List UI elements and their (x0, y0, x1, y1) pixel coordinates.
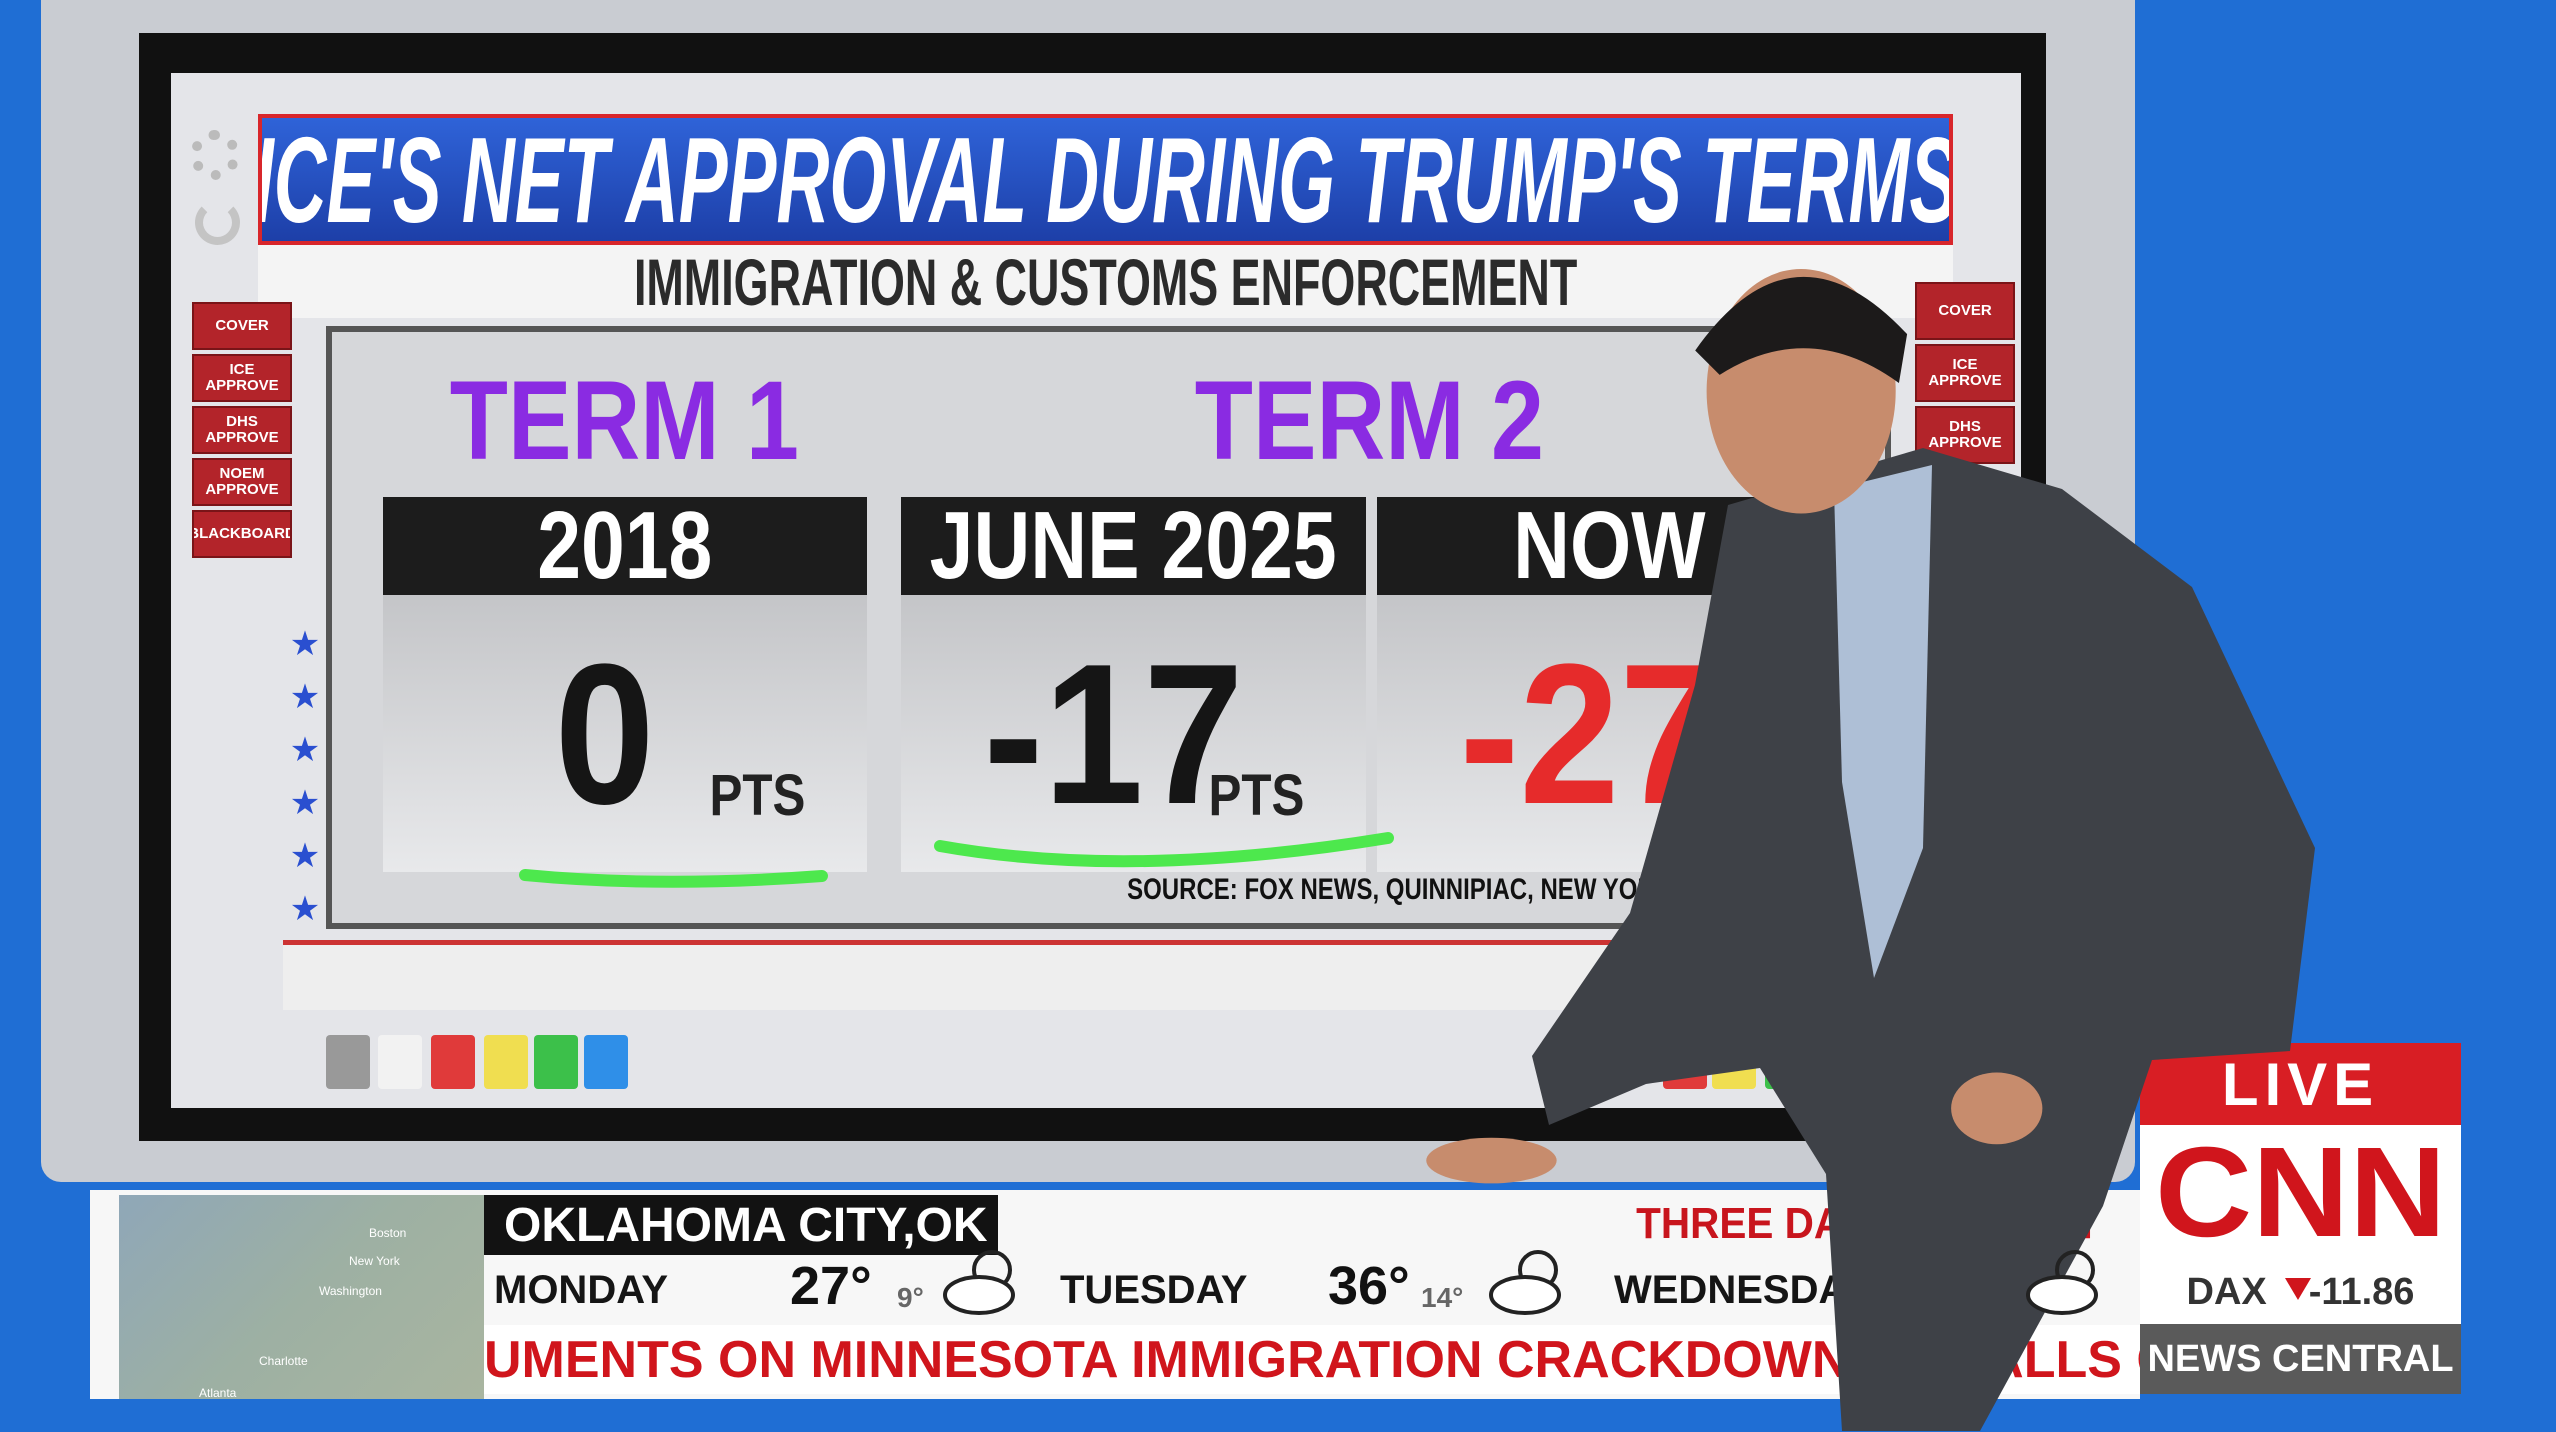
weather-cloud (943, 1275, 1015, 1315)
presenter-hand (1951, 1072, 2043, 1145)
term-label-text: TERM 2 (1194, 360, 1544, 480)
term-label: TERM 1 (364, 360, 884, 480)
side-menu-item: COVER (192, 302, 292, 350)
gear-icon (190, 130, 240, 180)
column-value-text: 0 (554, 623, 656, 846)
map-label: Washington (319, 1284, 382, 1298)
subtitle-bar-text: IMMIGRATION & CUSTOMS ENFORCEMENT (633, 245, 1578, 318)
star: ★ (290, 784, 320, 822)
forecast-low: 14° (1421, 1282, 1464, 1313)
map-label: Boston (369, 1226, 407, 1240)
column-header-text: JUNE 2025 (930, 497, 1337, 595)
star: ★ (290, 625, 320, 663)
forecast-high: 27° (790, 1256, 872, 1316)
forecast-day: MONDAY (494, 1267, 669, 1312)
column-unit: PTS (1166, 755, 1346, 835)
term-label: TERM 2 (1109, 360, 1629, 480)
star: ★ (290, 837, 320, 875)
refresh-icon (195, 200, 240, 245)
map-label: Charlotte (259, 1354, 308, 1368)
logo-box: CNN (2140, 1125, 2461, 1260)
weather-map: Boston New York Washington Charlotte Atlanta (119, 1195, 484, 1399)
color-swatch (431, 1035, 475, 1089)
forecast-day: WEDNESDAY (1614, 1267, 1864, 1312)
term-label-text: TERM 1 (449, 360, 799, 480)
column-value-text: -17 (983, 623, 1244, 846)
program-box: NEWS CENTRAL (2140, 1324, 2461, 1394)
market-change: -11.86 (2308, 1270, 2415, 1313)
column-value: 0 (383, 610, 827, 860)
star: ★ (290, 731, 320, 769)
column-header-text: NOW (1513, 497, 1706, 595)
presenter-shirt (1834, 465, 1932, 978)
side-menu-item: ICE APPROVE (1915, 344, 2015, 402)
map-label: New York (349, 1254, 400, 1268)
marker-underline (934, 832, 1394, 868)
title-banner: ICE'S NET APPROVAL DURING TRUMP'S TERMS (258, 114, 1953, 245)
side-menu-item: NOEM APPROVE (192, 458, 292, 506)
weather-cloud (1489, 1275, 1561, 1315)
column-value: -17 (901, 610, 1326, 860)
map-label: Atlanta (199, 1386, 237, 1399)
forecast-high: 36° (1328, 1256, 1410, 1316)
column-header: JUNE 2025 (901, 497, 1366, 595)
forecast-low: 9° (897, 1282, 924, 1313)
column-unit-text: PTS (709, 762, 805, 828)
column-body: -17 PTS (901, 595, 1366, 872)
location-box: OKLAHOMA CITY,OK (484, 1195, 998, 1255)
subtitle-bar: IMMIGRATION & CUSTOMS ENFORCEMENT (258, 245, 1953, 318)
forecast-day: TUESDAY (1060, 1267, 1248, 1312)
color-swatch (484, 1035, 528, 1089)
presenter-suit (1532, 448, 2315, 1431)
market-name: DAX (2186, 1270, 2267, 1313)
color-swatch (584, 1035, 628, 1089)
color-swatch (378, 1035, 422, 1089)
logo-box-text: CNN (2154, 1125, 2447, 1260)
column-header-text: 2018 (537, 497, 713, 595)
side-menu-item: BLACKBOARD (192, 510, 292, 558)
weather-cloud (2026, 1275, 2098, 1315)
side-menu-item: DHS APPROVE (192, 406, 292, 454)
color-swatch (534, 1035, 578, 1089)
presenter-hair (1695, 276, 1908, 384)
side-menu-item: COVER (1915, 282, 2015, 340)
column-header: 2018 (383, 497, 867, 595)
column-unit-text: PTS (1208, 762, 1304, 828)
column-body: 0 PTS (383, 595, 867, 872)
star: ★ (290, 678, 320, 716)
title-banner-text: ICE'S NET APPROVAL DURING TRUMP'S TERMS (258, 114, 1953, 245)
star: ★ (290, 890, 320, 928)
column-unit: PTS (667, 755, 847, 835)
market-down-arrow (2285, 1278, 2311, 1300)
side-menu-item: ICE APPROVE (192, 354, 292, 402)
marker-underline (519, 869, 828, 888)
color-swatch (326, 1035, 370, 1089)
presenter-hand (1426, 1137, 1557, 1184)
